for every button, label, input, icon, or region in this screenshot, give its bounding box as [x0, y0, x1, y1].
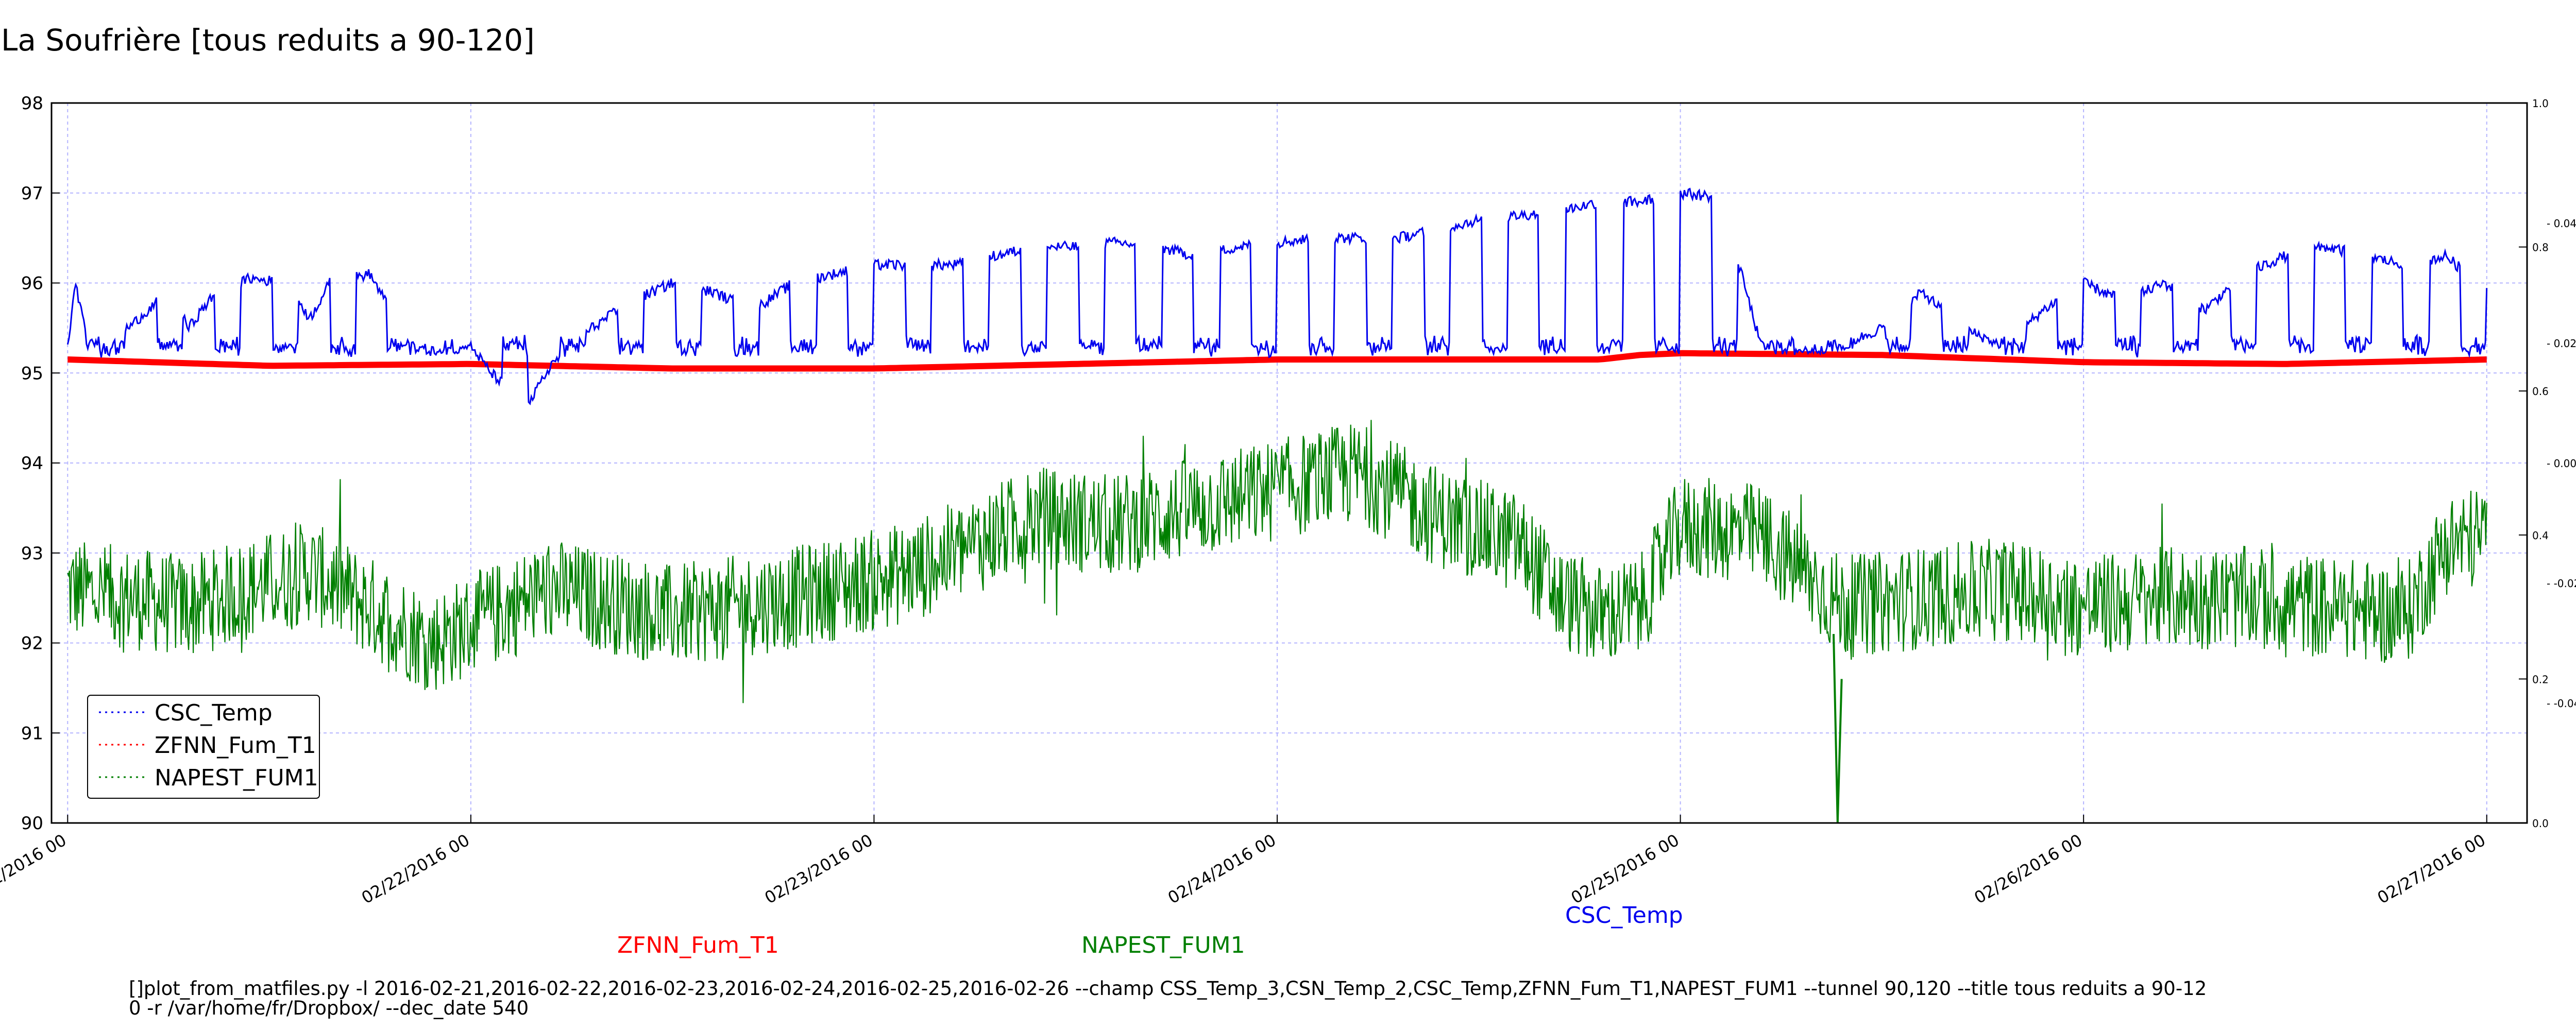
- right-axis-inner-label: - -0.04: [2547, 697, 2576, 710]
- y-tick-label: 97: [21, 183, 43, 204]
- series-label-napest: NAPEST_FUM1: [1081, 932, 1245, 958]
- x-tick-label: 02/21/2016 00: [0, 830, 70, 908]
- legend-label: CSC_Temp: [155, 700, 273, 726]
- y-tick-label: 96: [21, 273, 43, 294]
- x-tick-label: 02/27/2016 00: [2374, 830, 2489, 908]
- y-tick-label: 91: [21, 723, 43, 744]
- right-axis-label: 0.8: [2532, 242, 2549, 254]
- series-dip-napest: [1832, 633, 1843, 823]
- right-axis-inner-label: - 0.00: [2547, 457, 2576, 470]
- right-axis-label: 0.6: [2532, 385, 2549, 398]
- y-tick-label: 92: [21, 633, 43, 654]
- series-line-zfnn: [67, 350, 2487, 372]
- right-axis-label: 0.2: [2532, 673, 2549, 685]
- right-axis-label: 0.4: [2532, 529, 2549, 542]
- x-tick-label: 02/26/2016 00: [1971, 830, 2086, 908]
- right-axis-label: 0.0: [2532, 817, 2549, 830]
- command-line-1: []plot_from_matfiles.py -l 2016-02-21,20…: [129, 977, 2207, 1000]
- series-label-zfnn: ZFNN_Fum_T1: [617, 932, 779, 958]
- series-line-csc: [66, 187, 2488, 406]
- legend-box: [87, 695, 320, 799]
- x-tick-label: 02/23/2016 00: [761, 830, 876, 908]
- right-axis-label: 1.0: [2532, 97, 2549, 110]
- y-tick-label: 94: [21, 453, 43, 474]
- chart-title: La Soufrière [tous reduits a 90-120]: [1, 23, 535, 58]
- command-line-2: 0 -r /var/home/fr/Dropbox/ --dec_date 54…: [129, 997, 529, 1019]
- y-tick-label: 93: [21, 543, 43, 564]
- series-line-napest: [67, 420, 2487, 703]
- y-tick-label: 98: [21, 93, 43, 114]
- series-label-csc: CSC_Temp: [1565, 902, 1683, 929]
- x-tick-label: 02/22/2016 00: [358, 830, 473, 908]
- legend-label: ZFNN_Fum_T1: [155, 732, 316, 759]
- x-tick-label: 02/24/2016 00: [1164, 830, 1279, 908]
- y-tick-label: 90: [21, 813, 43, 834]
- right-axis-inner-label: - 0.02: [2547, 337, 2576, 350]
- x-tick-label: 02/25/2016 00: [1568, 830, 1683, 908]
- legend-label: NAPEST_FUM1: [155, 765, 318, 791]
- y-tick-label: 95: [21, 363, 43, 384]
- right-axis-inner-label: - 0.04: [2547, 217, 2576, 230]
- right-axis-inner-label: - -0.02: [2547, 577, 2576, 590]
